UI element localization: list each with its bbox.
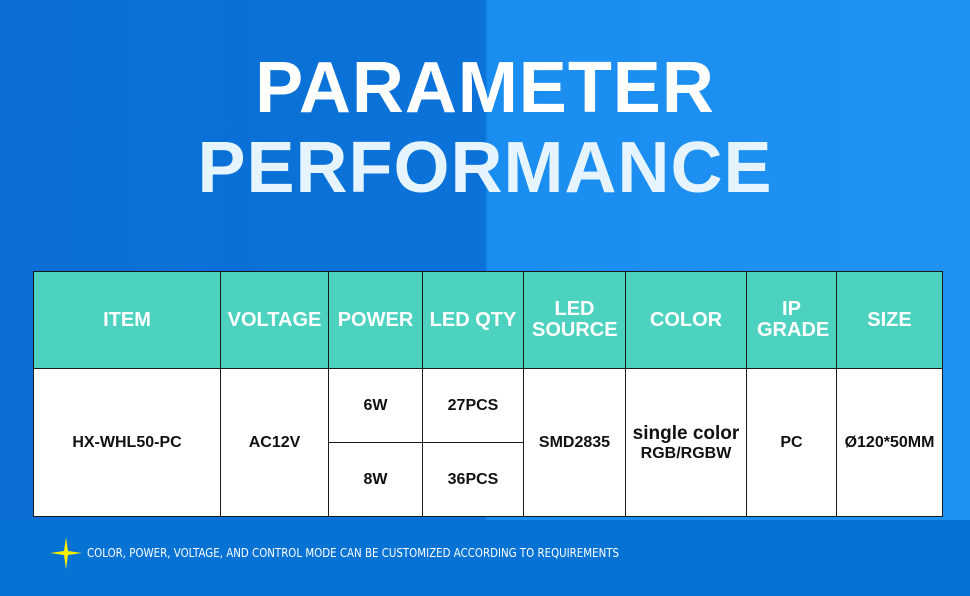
header-led-qty: LED QTY	[422, 271, 524, 369]
header-item: ITEM	[33, 271, 221, 369]
cell-qty: 27PCS	[422, 368, 524, 443]
cell-color: single color RGB/RGBW	[625, 368, 747, 517]
header-row: ITEM VOLTAGE POWER LED QTY LED SOURCE CO…	[33, 271, 943, 369]
header-ip-grade: IP GRADE	[746, 271, 837, 369]
cell-source: SMD2835	[523, 368, 626, 517]
table-row: 8W 36PCS	[34, 442, 943, 517]
sparkle-icon	[50, 537, 82, 569]
cell-qty: 36PCS	[422, 442, 524, 517]
cell-voltage: AC12V	[220, 368, 329, 517]
title-line2: PERFORMANCE	[197, 128, 773, 208]
parameter-table: ITEM VOLTAGE POWER LED QTY LED SOURCE CO…	[33, 271, 943, 517]
table-row: HX-WHL50-PC AC12V 6W 27PCS SMD2835 singl…	[33, 368, 943, 517]
header-size: SIZE	[836, 271, 943, 369]
header-color: COLOR	[625, 271, 747, 369]
header-voltage: VOLTAGE	[220, 271, 329, 369]
cell-size: Ø120*50MM	[836, 368, 943, 517]
color-line2: RGB/RGBW	[640, 444, 732, 462]
title-line1: PARAMETER	[255, 48, 715, 128]
cell-ip: PC	[746, 368, 837, 517]
cell-item: HX-WHL50-PC	[33, 368, 221, 517]
background-band	[0, 520, 970, 596]
customization-note: COLOR, POWER, VOLTAGE, AND CONTROL MODE …	[87, 545, 620, 560]
header-power: POWER	[328, 271, 423, 369]
header-led-source: LED SOURCE	[523, 271, 626, 369]
cell-power: 6W	[328, 368, 423, 443]
cell-power: 8W	[328, 442, 423, 517]
color-line1: single color	[632, 422, 740, 444]
